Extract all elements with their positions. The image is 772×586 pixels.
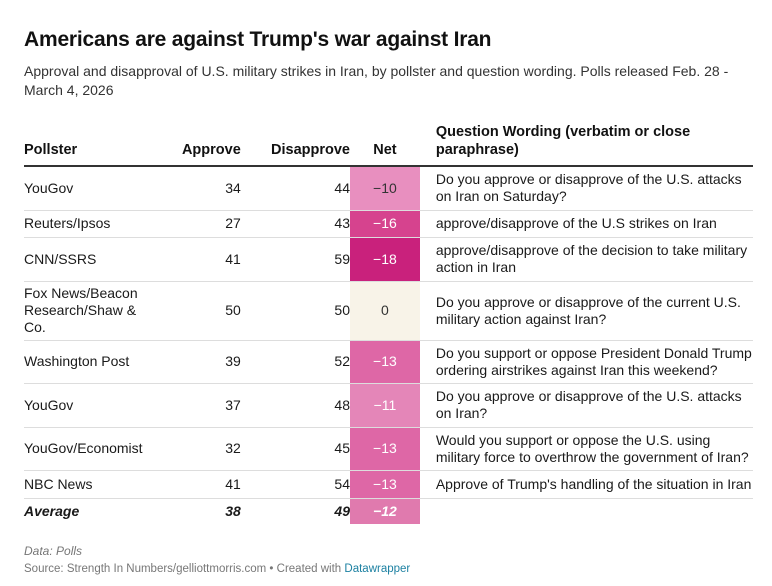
average-row: Average 38 49 −12: [24, 498, 753, 524]
average-disapprove: 49: [334, 502, 350, 519]
datawrapper-link[interactable]: Datawrapper: [344, 563, 411, 575]
net-cell: −13: [350, 427, 420, 471]
average-approve: 38: [225, 502, 241, 519]
pollster-cell: CNN/SSRS: [24, 237, 151, 282]
net-cell: −13: [350, 340, 420, 384]
chart-title: Americans are against Trump's war agains…: [24, 28, 492, 51]
col-header-approve[interactable]: Approve: [150, 122, 241, 167]
disapprove-cell: 50: [240, 281, 350, 341]
col-header-disapprove[interactable]: Disapprove: [240, 122, 350, 167]
chart-subtitle: Approval and disapproval of U.S. militar…: [24, 63, 729, 98]
question-cell: Do you approve or disapprove of the U.S.…: [419, 166, 753, 211]
net-cell: −11: [350, 383, 420, 428]
table-row: CNN/SSRS 41 59 −18 approve/disapprove of the…: [24, 237, 753, 282]
table-row: YouGov 34 44 −10 Do you approve or disapprov…: [24, 166, 753, 211]
table-row: Reuters/Ipsos 27 43 −16 approve/disapprove o…: [24, 210, 753, 238]
question-cell: approve/disapprove of the decision to ta…: [419, 237, 753, 282]
table-row: Washington Post 39 52 −13 Do you support or …: [24, 340, 753, 384]
net-cell: −13: [350, 470, 420, 499]
source-text: Source: Strength In Numbers/gelliottmorr…: [24, 563, 345, 575]
approve-cell: 41: [150, 470, 241, 499]
pollster-cell: YouGov: [24, 166, 151, 211]
pollster-cell: YouGov: [24, 383, 151, 428]
question-cell: Approve of Trump's handling of the situa…: [419, 470, 753, 499]
approve-cell: 37: [150, 383, 241, 428]
approve-cell: 39: [150, 340, 241, 384]
pollster-cell: Washington Post: [24, 340, 151, 384]
pollster-cell: Fox News/Beacon Research/Shaw & Co.: [24, 281, 151, 341]
disapprove-cell: 52: [240, 340, 350, 384]
approve-cell: 50: [150, 281, 241, 341]
table-row: YouGov/Economist 32 45 −13 Would you support…: [24, 427, 753, 471]
table-row: YouGov 37 48 −11 Do you approve or disapprov…: [24, 383, 753, 428]
approve-cell: 32: [150, 427, 241, 471]
disapprove-cell: 45: [240, 427, 350, 471]
col-header-net[interactable]: Net: [350, 122, 420, 167]
question-cell: Do you approve or disapprove of the curr…: [419, 281, 753, 341]
col-header-question[interactable]: Question Wording (verbatim or close para…: [419, 122, 753, 167]
net-cell: 0: [350, 281, 420, 341]
disapprove-cell: 43: [240, 210, 350, 238]
poll-table: Pollster Approve Disapprove Net Question…: [24, 122, 753, 524]
net-cell: −18: [350, 237, 420, 282]
approve-cell: 27: [150, 210, 241, 238]
average-net: −12: [350, 498, 420, 524]
chart-source: Source: Strength In Numbers/gelliottmorr…: [24, 563, 410, 575]
chart-notes: Data: Polls: [24, 544, 83, 558]
average-question-empty: [420, 498, 753, 524]
question-cell: Do you support or oppose President Donal…: [419, 340, 753, 384]
pollster-cell: NBC News: [24, 470, 151, 499]
question-cell: Would you support or oppose the U.S. usi…: [419, 427, 753, 471]
disapprove-cell: 48: [240, 383, 350, 428]
disapprove-cell: 44: [240, 166, 350, 211]
approve-cell: 41: [150, 237, 241, 282]
disapprove-cell: 59: [240, 237, 350, 282]
question-cell: approve/disapprove of the U.S strikes on…: [419, 210, 753, 238]
pollster-cell: Reuters/Ipsos: [24, 210, 151, 238]
question-cell: Do you approve or disapprove of the U.S.…: [419, 383, 753, 428]
net-cell: −16: [350, 210, 420, 238]
average-label: Average: [24, 502, 80, 519]
pollster-cell: YouGov/Economist: [24, 427, 151, 471]
approve-cell: 34: [150, 166, 241, 211]
table-row: Fox News/Beacon Research/Shaw & Co. 50 50 0…: [24, 281, 753, 341]
disapprove-cell: 54: [240, 470, 350, 499]
table-row: NBC News 41 54 −13 Approve of Trump's handli…: [24, 470, 753, 499]
col-header-pollster[interactable]: Pollster: [24, 122, 151, 167]
net-cell: −10: [350, 166, 420, 211]
